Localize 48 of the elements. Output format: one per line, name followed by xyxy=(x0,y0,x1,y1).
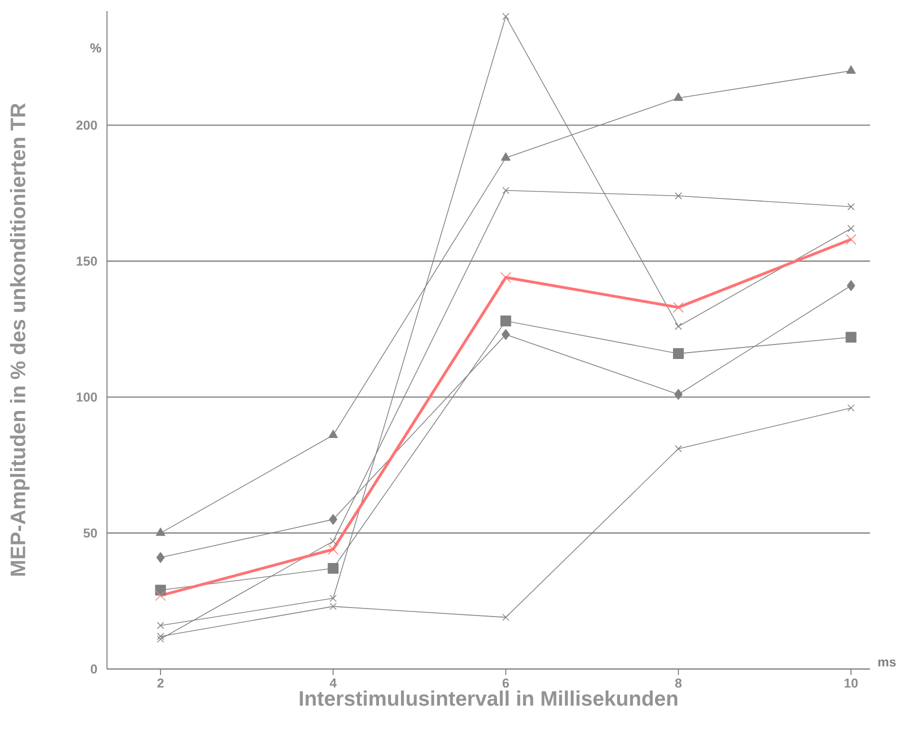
x-tick-label: 2 xyxy=(157,678,164,688)
point xyxy=(330,538,337,545)
point xyxy=(330,594,337,602)
point xyxy=(500,316,512,326)
x-tick-label: 6 xyxy=(502,678,509,688)
text: % xyxy=(90,43,102,52)
point xyxy=(156,552,165,563)
point xyxy=(156,635,164,643)
y-tick-label: 0 xyxy=(90,664,97,674)
point xyxy=(846,280,856,292)
point xyxy=(328,514,338,525)
point xyxy=(846,234,856,245)
point xyxy=(502,12,510,20)
point xyxy=(156,622,164,630)
point xyxy=(330,602,337,610)
point xyxy=(847,203,855,210)
point xyxy=(846,65,856,74)
y-axis-title: MEP-Amplituden in % des unkonditionierten TR xyxy=(10,103,30,576)
x-tick-label: 10 xyxy=(844,678,858,688)
point xyxy=(674,322,682,330)
point xyxy=(156,528,166,536)
point xyxy=(847,224,855,232)
y-tick-label: 100 xyxy=(76,392,97,402)
x-axis-title: Interstimulusintervall in Millisekunden xyxy=(300,690,678,706)
point xyxy=(674,445,682,452)
point xyxy=(674,192,682,200)
y-tick-label: 150 xyxy=(76,256,97,266)
point xyxy=(674,388,683,400)
point xyxy=(156,632,164,640)
point xyxy=(674,92,684,101)
point xyxy=(500,272,512,283)
point xyxy=(328,562,339,574)
point xyxy=(155,590,166,601)
point xyxy=(328,544,338,555)
point xyxy=(501,152,510,161)
x-tick-label: 4 xyxy=(330,678,337,688)
y-tick-label: 50 xyxy=(83,528,97,538)
point xyxy=(502,614,510,621)
point xyxy=(502,186,510,194)
point xyxy=(673,302,684,313)
text: ms xyxy=(878,659,896,667)
point xyxy=(502,329,510,340)
point xyxy=(328,430,338,438)
point xyxy=(847,404,855,412)
point xyxy=(846,332,856,343)
point xyxy=(672,348,684,359)
x-tick-label: 8 xyxy=(675,678,682,688)
y-tick-label: 200 xyxy=(76,120,97,130)
